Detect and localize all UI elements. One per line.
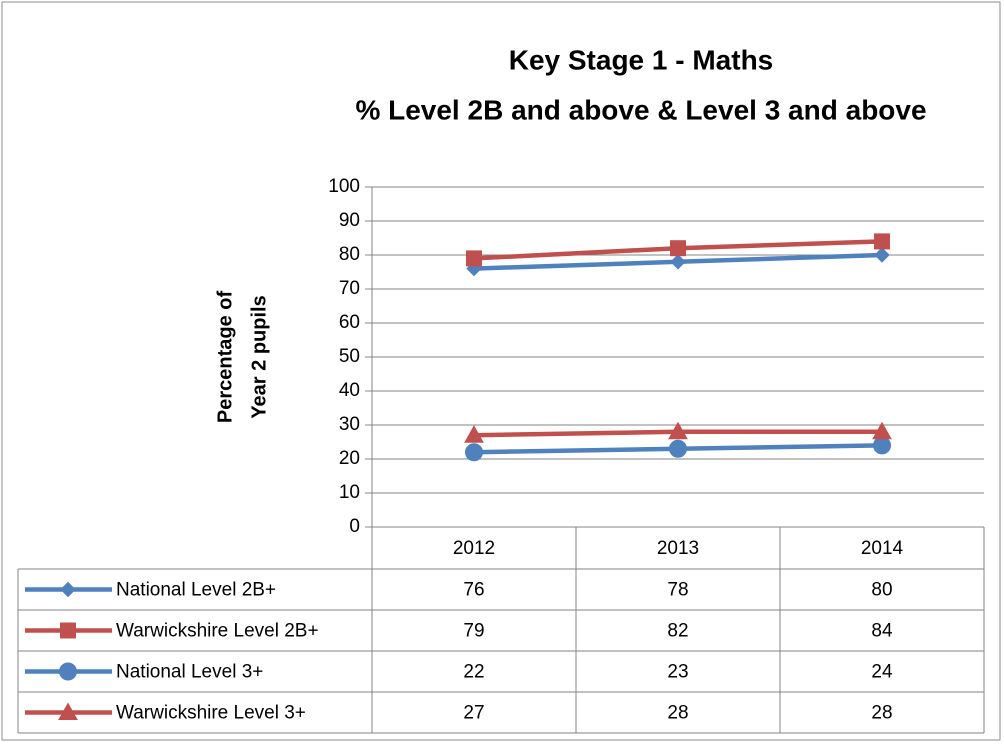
table-value: 78: [667, 580, 688, 601]
legend-marker: [60, 622, 76, 639]
legend-label: National Level 3+: [116, 662, 263, 683]
legend-marker: [60, 581, 76, 598]
y-tick-label: 50: [339, 346, 360, 367]
table-value: 24: [871, 662, 893, 683]
data-point: [670, 254, 686, 270]
table-value: 23: [667, 662, 688, 683]
legend-marker: [59, 662, 77, 681]
data-point: [464, 425, 484, 443]
table-value: 28: [667, 703, 688, 724]
chart-title: % Level 2B and above & Level 3 and above: [355, 94, 926, 125]
legend-label: Warwickshire Level 3+: [116, 703, 306, 724]
x-tick-label: 2012: [453, 538, 495, 559]
table-value: 82: [667, 621, 688, 642]
data-point: [873, 436, 891, 455]
table-value: 22: [463, 662, 484, 683]
data-point: [874, 233, 890, 250]
y-tick-label: 70: [339, 278, 360, 299]
y-tick-label: 30: [339, 414, 360, 435]
x-tick-label: 2014: [861, 538, 904, 559]
legend-label: National Level 2B+: [116, 580, 276, 601]
y-tick-label: 80: [339, 244, 360, 265]
y-axis-label-line: Year 2 pupils: [248, 295, 270, 418]
table-value: 84: [871, 621, 893, 642]
y-tick-label: 20: [339, 448, 360, 469]
y-tick-label: 0: [349, 516, 360, 537]
legend-label: Warwickshire Level 2B+: [116, 621, 319, 642]
data-point: [670, 240, 686, 257]
y-tick-label: 100: [328, 176, 360, 197]
data-point: [874, 247, 890, 263]
data-point: [872, 421, 892, 440]
data-point: [669, 439, 687, 458]
y-tick-label: 90: [339, 210, 360, 231]
table-value: 80: [871, 580, 892, 601]
y-tick-label: 60: [339, 312, 360, 333]
data-point: [668, 421, 688, 440]
table-value: 79: [463, 621, 484, 642]
data-point: [466, 250, 482, 267]
chart-title: Key Stage 1 - Maths: [509, 44, 774, 75]
y-axis-label-line: Percentage of: [214, 291, 236, 424]
legend-marker: [58, 702, 78, 720]
x-tick-label: 2013: [657, 538, 699, 559]
y-tick-label: 10: [339, 482, 360, 503]
table-value: 27: [463, 703, 484, 724]
data-point: [465, 443, 483, 462]
table-value: 28: [871, 703, 892, 724]
y-tick-label: 40: [339, 380, 360, 401]
y-axis-label: Percentage of Year 2 pupils: [214, 291, 270, 424]
table-value: 76: [463, 580, 484, 601]
